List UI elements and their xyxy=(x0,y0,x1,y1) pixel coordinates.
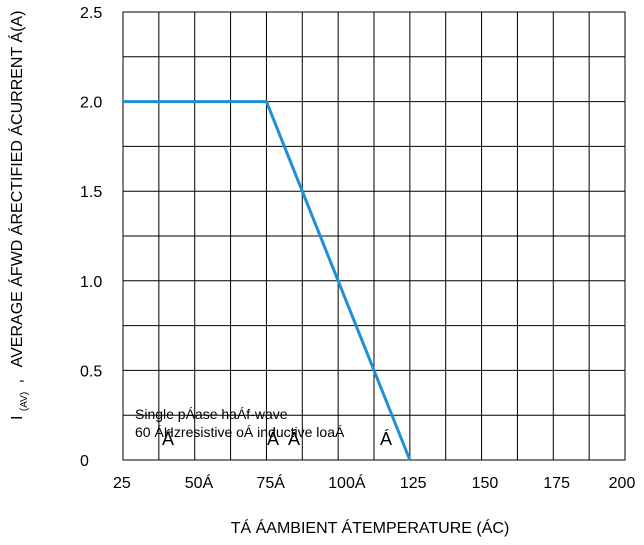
x-tick-label: 150 xyxy=(472,475,499,492)
y-tick-labels: 0 0.5 1.0 1.5 2.0 2.5 xyxy=(80,5,102,470)
y-tick-label: 2.0 xyxy=(80,95,102,112)
x-tick-label: 75Á xyxy=(256,473,285,492)
x-tick-label: 100Á xyxy=(328,473,366,492)
annotation-line-1: Single pÁase haÁf-wave xyxy=(135,406,288,422)
annotation-glyph-1: Á xyxy=(162,429,174,449)
y-tick-label: 0 xyxy=(80,453,89,470)
x-axis-title: TÁ ÁAMBIENT ÁTEMPERATURE (ÁC) xyxy=(231,518,510,537)
grid xyxy=(123,12,625,460)
y-axis-title: I (AV) , AVERAGE ÁFWD ÁRECTIFIED ÁCURREN… xyxy=(7,11,31,420)
x-tick-label: 50Á xyxy=(185,473,214,492)
y-axis-subscript: (AV) xyxy=(19,392,30,411)
y-axis-symbol: I xyxy=(9,416,26,420)
y-axis-separator: , xyxy=(9,379,26,383)
y-tick-label: 0.5 xyxy=(80,363,102,380)
x-tick-label: 200 xyxy=(609,475,636,492)
y-tick-label: 1.5 xyxy=(80,184,102,201)
y-tick-label: 2.5 xyxy=(80,5,102,22)
annotation-glyph-3: Á xyxy=(288,429,300,449)
annotation-glyph-2: Á xyxy=(267,429,279,449)
x-tick-label: 25 xyxy=(113,475,131,492)
y-tick-label: 1.0 xyxy=(80,274,102,291)
y-axis-label: AVERAGE ÁFWD ÁRECTIFIED ÁCURRENT Á(A) xyxy=(7,11,26,368)
x-tick-label: 175 xyxy=(543,475,570,492)
x-tick-labels: 25 50Á 75Á 100Á 125 150 175 200 xyxy=(113,473,635,492)
annotation-glyph-4: Á xyxy=(380,429,392,449)
x-tick-label: 125 xyxy=(400,475,427,492)
